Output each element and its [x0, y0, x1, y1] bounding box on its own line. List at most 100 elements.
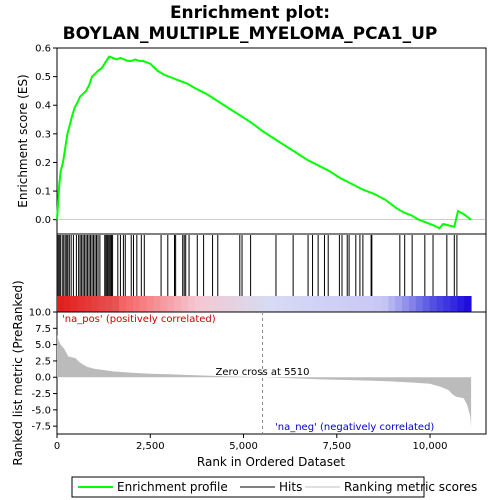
color-bar-segment: [105, 296, 113, 312]
x-axis: 0 2,500 5,000 7,500 10,000: [54, 434, 448, 452]
metric-y-tick-label: -7.5: [31, 422, 51, 433]
color-bar-segment: [201, 296, 210, 312]
color-bar-segment: [429, 296, 438, 312]
color-bar-segment: [353, 296, 362, 312]
color-bar-segment: [381, 296, 389, 312]
metric-y-tick-label: 2.5: [35, 356, 51, 367]
es-y-tick-label: 0.1: [35, 187, 51, 198]
color-bar-segment: [98, 296, 106, 312]
color-bar-segment: [236, 296, 244, 312]
color-bar-segment: [264, 296, 272, 312]
x-tick-label: 2,500: [136, 441, 165, 452]
color-bar-segment: [422, 296, 431, 312]
color-bar-segment: [119, 296, 127, 312]
color-bar-segment: [291, 296, 300, 312]
legend-label-hits: Hits: [279, 480, 302, 494]
color-bar-segment: [112, 296, 120, 312]
x-tick-label: 5,000: [229, 441, 258, 452]
color-bar-segment: [277, 296, 286, 312]
color-bar-segment: [250, 296, 258, 312]
pos-label: 'na_pos' (positively correlated): [62, 314, 216, 325]
legend-label-metric: Ranking metric scores: [344, 480, 477, 494]
color-bar-segment: [153, 296, 162, 312]
enrichment-profile-line: [56, 55, 472, 230]
color-bar-segment: [326, 296, 334, 312]
metric-y-axis: 10.0 7.5 5.0 2.5 0.0 -2.5 -5.0 -7.5: [29, 308, 57, 433]
rank-color-bar: [57, 296, 472, 312]
color-bar-segment: [436, 296, 444, 312]
color-bar-segment: [388, 296, 396, 312]
x-axis-label: Rank in Ordered Dataset: [197, 455, 345, 469]
color-bar-segment: [243, 296, 251, 312]
es-y-label: Enrichment score (ES): [16, 74, 30, 207]
chart-title-line2: BOYLAN_MULTIPLE_MYELOMA_PCA1_UP: [63, 24, 438, 44]
es-y-tick-label: 0.5: [35, 72, 51, 83]
color-bar-segment: [77, 296, 86, 312]
color-bar-segment: [319, 296, 327, 312]
color-bar-segment: [126, 296, 134, 312]
es-y-tick-label: 0.6: [35, 44, 51, 55]
color-bar-segment: [367, 296, 375, 312]
color-bar-segment: [91, 296, 99, 312]
legend-label-enrichment: Enrichment profile: [117, 480, 228, 494]
color-bar-segment: [312, 296, 320, 312]
color-bar-segment: [146, 296, 155, 312]
legend: Enrichment profile Hits Ranking metric s…: [71, 476, 477, 498]
metric-y-tick-label: -2.5: [31, 389, 51, 400]
color-bar-segment: [229, 296, 237, 312]
es-y-axis: 0.0 0.1 0.2 0.3 0.4 0.5 0.6: [35, 44, 57, 226]
color-bar-segment: [222, 296, 231, 312]
metric-y-tick-label: 5.0: [35, 340, 51, 351]
metric-y-tick-label: -5.0: [31, 405, 51, 416]
es-y-tick-label: 0.0: [35, 215, 51, 226]
color-bar-segment: [443, 296, 451, 312]
color-bar-segment: [132, 296, 141, 312]
color-bar-segment: [139, 296, 148, 312]
hits-group: [57, 235, 458, 296]
metric-y-tick-label: 10.0: [29, 308, 51, 319]
color-bar-segment: [284, 296, 293, 312]
color-bar-segment: [408, 296, 417, 312]
metric-y-tick-label: 7.5: [35, 324, 51, 335]
color-bar-segment: [374, 296, 382, 312]
color-bar-segment: [188, 296, 196, 312]
es-y-tick-label: 0.2: [35, 158, 51, 169]
chart-title-line1: Enrichment plot:: [170, 3, 330, 23]
color-bar-segment: [402, 296, 410, 312]
color-bar-segment: [174, 296, 182, 312]
color-bar-segment: [160, 296, 168, 312]
color-bar-segment: [70, 296, 79, 312]
metric-y-label: Ranked list metric (PreRanked): [11, 280, 25, 465]
color-bar-segment: [298, 296, 306, 312]
color-bar-segment: [63, 296, 72, 312]
x-tick-label: 0: [54, 441, 60, 452]
x-tick-label: 7,500: [322, 441, 351, 452]
color-bar-segment: [339, 296, 348, 312]
color-bar-segment: [333, 296, 341, 312]
color-bar-segment: [181, 296, 189, 312]
color-bar-segment: [305, 296, 313, 312]
color-bar-segment: [215, 296, 224, 312]
color-bar-segment: [257, 296, 265, 312]
color-bar-segment: [57, 296, 65, 312]
es-y-tick-label: 0.4: [35, 101, 51, 112]
color-bar-segment: [360, 296, 369, 312]
color-bar-segment: [457, 296, 465, 312]
color-bar-segment: [167, 296, 175, 312]
color-bar-segment: [346, 296, 355, 312]
neg-label: 'na_neg' (negatively correlated): [275, 422, 434, 433]
es-panel: [56, 47, 487, 235]
color-bar-segment: [450, 296, 458, 312]
metric-y-tick-label: 0.0: [35, 373, 51, 384]
color-bar-segment: [464, 296, 472, 312]
color-bar-segment: [395, 296, 403, 312]
x-tick-label: 10,000: [413, 441, 448, 452]
color-bar-segment: [415, 296, 424, 312]
es-y-tick-label: 0.3: [35, 129, 51, 140]
zero-cross-label: Zero cross at 5510: [216, 367, 310, 378]
color-bar-segment: [270, 296, 279, 312]
color-bar-segment: [195, 296, 203, 312]
color-bar-segment: [84, 296, 93, 312]
color-bar-segment: [208, 296, 217, 312]
